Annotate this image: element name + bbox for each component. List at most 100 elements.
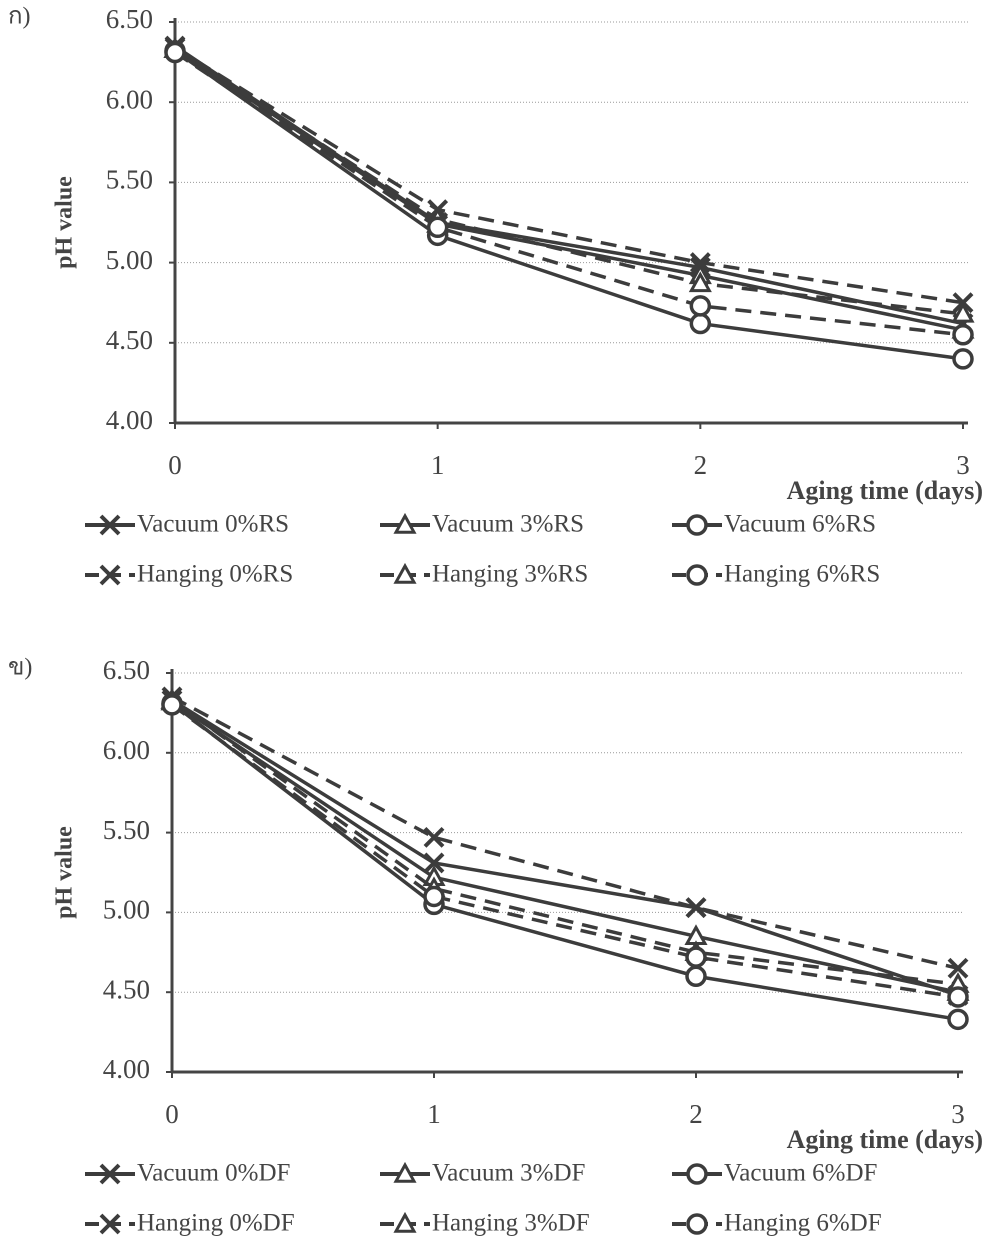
series bbox=[161, 694, 969, 1008]
line bbox=[171, 700, 959, 994]
marker-circle bbox=[952, 324, 974, 346]
legend-marker bbox=[393, 562, 417, 584]
legend-label: Hanging 6%RS bbox=[724, 561, 880, 588]
series bbox=[164, 35, 974, 334]
marker-x bbox=[947, 957, 969, 979]
legend-item: Hanging 3%DF bbox=[380, 1210, 590, 1237]
marker-circle bbox=[426, 216, 449, 239]
legend-item: Hanging 6%DF bbox=[672, 1210, 882, 1237]
legend-item: Vacuum 0%DF bbox=[85, 1160, 290, 1187]
marker-x bbox=[423, 826, 445, 848]
line bbox=[170, 698, 959, 986]
marker-x bbox=[685, 897, 707, 919]
x-axis-title: Aging time (days) bbox=[787, 1125, 983, 1154]
y-tick-label: 6.50 bbox=[103, 655, 150, 685]
series bbox=[164, 41, 974, 346]
legend-item: Hanging 0%RS bbox=[85, 561, 293, 588]
marker-circle bbox=[947, 1008, 969, 1031]
legend-item: Vacuum 3%RS bbox=[380, 511, 584, 538]
legend-marker bbox=[393, 1161, 417, 1183]
legend-label: Hanging 3%RS bbox=[432, 561, 588, 588]
line bbox=[171, 695, 959, 970]
legend-label: Vacuum 3%DF bbox=[432, 1160, 585, 1187]
series bbox=[160, 689, 970, 1001]
legend-label: Hanging 0%DF bbox=[137, 1210, 295, 1237]
panel-label: ก) bbox=[8, 4, 31, 30]
x-tick-label: 3 bbox=[956, 450, 970, 480]
series bbox=[161, 692, 969, 1031]
line bbox=[170, 701, 959, 1022]
legend-item: Vacuum 6%RS bbox=[672, 511, 876, 538]
legend-item: Hanging 0%DF bbox=[85, 1210, 295, 1237]
y-tick-label: 4.50 bbox=[106, 325, 153, 355]
y-tick-label: 4.00 bbox=[106, 405, 153, 435]
legend-item: Vacuum 0%RS bbox=[85, 511, 289, 538]
legend-marker bbox=[686, 514, 708, 536]
legend-label: Vacuum 6%RS bbox=[724, 511, 876, 538]
marker-circle bbox=[685, 946, 707, 968]
legend-item: Hanging 6%RS bbox=[672, 561, 880, 588]
marker-x bbox=[689, 252, 711, 274]
line bbox=[174, 46, 964, 305]
line bbox=[174, 51, 964, 337]
legend-marker bbox=[99, 1213, 121, 1235]
legend-label: Hanging 3%DF bbox=[432, 1210, 590, 1237]
y-tick-label: 5.00 bbox=[106, 245, 153, 275]
x-tick-label: 1 bbox=[431, 450, 445, 480]
line bbox=[173, 49, 964, 361]
legend-label: Vacuum 0%DF bbox=[137, 1160, 290, 1187]
series bbox=[164, 40, 974, 370]
legend-marker bbox=[99, 1163, 121, 1185]
line bbox=[174, 44, 964, 326]
line bbox=[174, 47, 964, 332]
series bbox=[163, 37, 975, 339]
legend-marker bbox=[99, 514, 121, 536]
line bbox=[174, 47, 964, 316]
y-tick-label: 5.50 bbox=[103, 815, 150, 845]
legend-marker bbox=[393, 512, 417, 534]
legend-item: Hanging 3%RS bbox=[380, 561, 588, 588]
legend-marker bbox=[99, 564, 121, 586]
line bbox=[170, 703, 959, 999]
y-tick-label: 5.50 bbox=[106, 165, 153, 195]
series bbox=[164, 37, 974, 314]
legend-item: Vacuum 3%DF bbox=[380, 1160, 585, 1187]
series bbox=[161, 689, 969, 1006]
marker-circle bbox=[689, 295, 712, 317]
legend-marker bbox=[686, 1213, 708, 1235]
y-axis-title: pH value bbox=[52, 826, 78, 919]
marker-x bbox=[423, 852, 445, 874]
marker-circle bbox=[161, 694, 183, 716]
legend-marker bbox=[393, 1211, 417, 1233]
x-tick-label: 1 bbox=[427, 1099, 441, 1129]
y-tick-label: 6.00 bbox=[106, 84, 153, 114]
x-tick-label: 0 bbox=[168, 450, 182, 480]
marker-circle bbox=[685, 965, 707, 987]
panel-label: ข) bbox=[8, 655, 32, 681]
y-axis-title: pH value bbox=[52, 176, 78, 269]
legend-label: Vacuum 6%DF bbox=[724, 1160, 877, 1187]
legend-label: Vacuum 0%RS bbox=[137, 511, 289, 538]
marker-circle bbox=[164, 41, 186, 64]
x-tick-label: 3 bbox=[951, 1099, 965, 1129]
x-tick-label: 2 bbox=[694, 450, 708, 480]
marker-circle bbox=[947, 986, 969, 1008]
marker-circle bbox=[423, 885, 445, 908]
legend-marker bbox=[686, 1163, 708, 1185]
legend-item: Vacuum 6%DF bbox=[672, 1160, 877, 1187]
y-tick-label: 6.50 bbox=[106, 4, 153, 34]
legend-label: Hanging 6%DF bbox=[724, 1210, 882, 1237]
x-tick-label: 2 bbox=[689, 1099, 703, 1129]
x-tick-label: 0 bbox=[165, 1099, 179, 1129]
series bbox=[160, 688, 970, 993]
y-tick-label: 5.00 bbox=[103, 895, 150, 925]
legend-marker bbox=[686, 564, 708, 586]
legend-label: Hanging 0%RS bbox=[137, 561, 293, 588]
marker-circle bbox=[689, 312, 712, 335]
y-tick-label: 4.50 bbox=[103, 974, 150, 1004]
marker-circle bbox=[952, 348, 974, 370]
y-tick-label: 4.00 bbox=[103, 1054, 150, 1084]
legend-label: Vacuum 3%RS bbox=[432, 511, 584, 538]
x-axis-title: Aging time (days) bbox=[787, 476, 983, 505]
